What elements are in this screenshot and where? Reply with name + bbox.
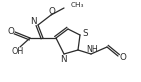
Text: O: O — [8, 26, 14, 36]
Text: O: O — [49, 6, 55, 15]
Text: O: O — [120, 52, 126, 62]
Text: S: S — [82, 29, 88, 37]
Text: OH: OH — [12, 46, 24, 56]
Text: NH: NH — [86, 45, 98, 53]
Text: CH₃: CH₃ — [71, 2, 84, 8]
Text: N: N — [30, 17, 36, 26]
Text: N: N — [60, 55, 66, 63]
